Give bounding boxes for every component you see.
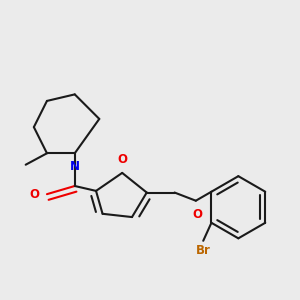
Text: O: O [117,153,127,166]
Text: O: O [192,208,203,221]
Text: O: O [30,188,40,201]
Text: N: N [70,160,80,173]
Text: Br: Br [196,244,211,257]
